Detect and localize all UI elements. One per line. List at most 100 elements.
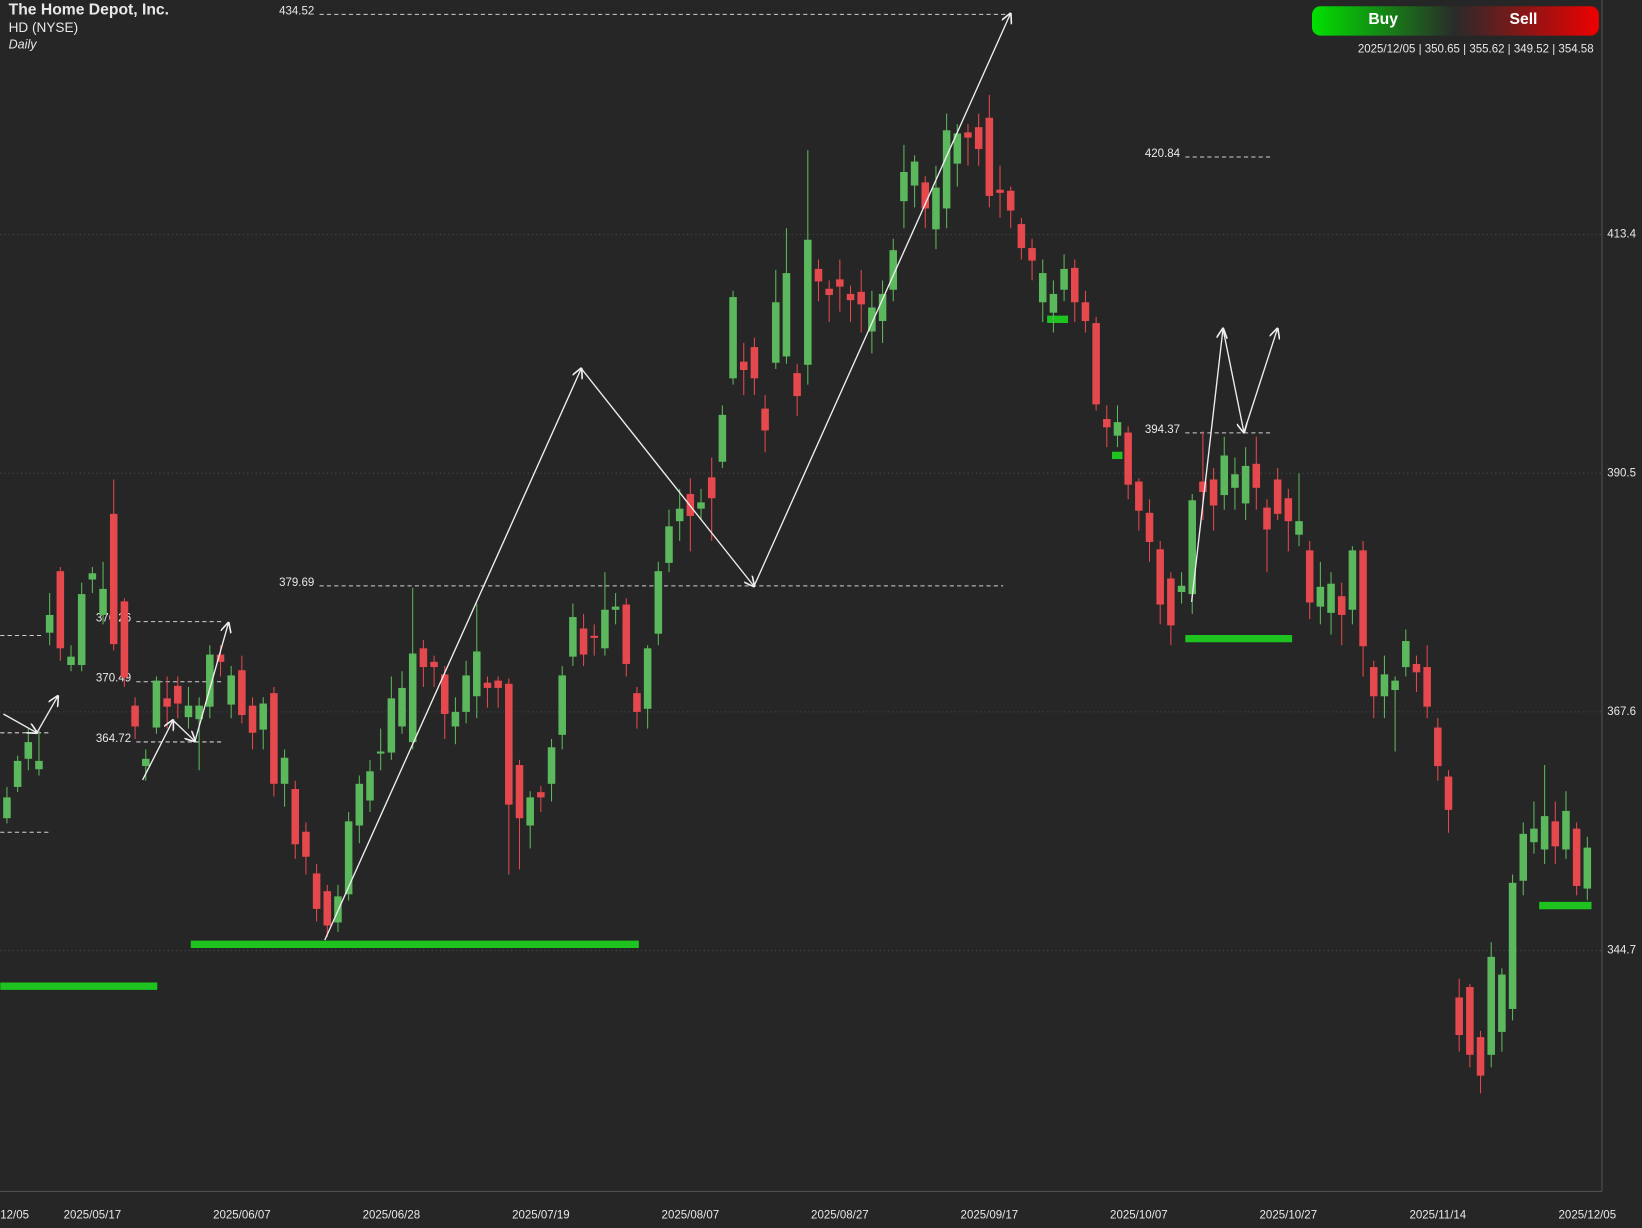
candle-body xyxy=(248,705,257,733)
candle-body xyxy=(878,293,887,322)
candle-body xyxy=(184,705,193,718)
candle-body xyxy=(109,513,118,645)
candle-body xyxy=(1498,974,1506,1032)
candle-body xyxy=(1028,248,1036,261)
candle-body xyxy=(408,653,417,743)
candle-body xyxy=(131,705,139,727)
candle-body xyxy=(152,680,161,728)
candle-body xyxy=(141,758,150,767)
x-tick-label: 2025/06/07 xyxy=(213,1209,271,1221)
candle-body xyxy=(216,654,225,662)
candle-body xyxy=(590,635,599,638)
candle-body xyxy=(1284,498,1293,522)
arrow xyxy=(1222,328,1244,433)
candle-body xyxy=(1038,273,1047,303)
candle-body xyxy=(985,117,994,196)
x-tick-label: 2025/06/28 xyxy=(363,1209,421,1221)
candle-body xyxy=(526,797,534,826)
candle-body xyxy=(964,132,972,138)
candle-body xyxy=(483,682,492,688)
candle-body xyxy=(953,133,962,164)
candle-body xyxy=(1412,663,1421,673)
candle-body xyxy=(1113,422,1122,436)
candle-body xyxy=(1402,641,1410,668)
x-tick-label: 2025/08/27 xyxy=(811,1209,869,1221)
arrow xyxy=(1190,329,1223,603)
candle-body xyxy=(1241,465,1250,504)
candle-body xyxy=(1156,549,1164,605)
candle-body xyxy=(868,307,876,332)
candle-body xyxy=(120,601,129,678)
arrow xyxy=(142,720,173,781)
candle-body xyxy=(398,687,406,727)
candle-body xyxy=(942,130,951,209)
sell-button[interactable]: Sell xyxy=(1510,11,1538,28)
candle-body xyxy=(825,288,833,295)
candle-body xyxy=(665,526,673,563)
candle-body xyxy=(1209,479,1218,506)
candle-body xyxy=(750,347,759,379)
candle-body xyxy=(515,765,524,819)
candle-body xyxy=(56,571,65,649)
candle-body xyxy=(857,291,865,305)
candle-body xyxy=(195,705,203,720)
candle-body xyxy=(547,747,556,784)
ohlc-label: 2025/12/05 | 350.65 | 355.62 | 349.52 | … xyxy=(1358,43,1594,55)
candle-body xyxy=(1252,463,1261,488)
candle-body xyxy=(1220,455,1229,496)
candle-body xyxy=(1466,987,1474,1055)
candle-body xyxy=(45,614,54,633)
arrow xyxy=(36,696,58,734)
candle-body xyxy=(1530,828,1538,843)
candle-body xyxy=(611,606,620,610)
candle-body xyxy=(77,594,86,665)
candle-body xyxy=(836,279,844,287)
candle-body xyxy=(558,675,566,735)
grid xyxy=(0,233,1602,952)
candle-body xyxy=(462,675,470,712)
arrow xyxy=(580,368,754,587)
candle-body xyxy=(910,161,919,186)
candle-body xyxy=(24,742,33,759)
candle-body xyxy=(1017,224,1026,249)
level-label: 420.84 xyxy=(1145,148,1181,160)
candle-body xyxy=(1305,550,1314,603)
candle-body xyxy=(643,648,652,709)
buy-button[interactable]: Buy xyxy=(1368,11,1398,28)
candle-body xyxy=(174,685,182,704)
y-tick-label: 367.6 xyxy=(1607,706,1636,718)
candle-body xyxy=(1508,882,1517,1009)
candle-body xyxy=(1135,481,1143,511)
candle-body xyxy=(1167,578,1175,626)
candle-body xyxy=(451,711,460,727)
candle-body xyxy=(1487,956,1495,1055)
candle-body xyxy=(494,680,502,688)
interval-label: Daily xyxy=(9,37,38,51)
candle-body xyxy=(1188,500,1196,595)
candle-body xyxy=(900,171,908,202)
candle-body xyxy=(921,182,930,209)
candle-body xyxy=(697,502,705,509)
candle-body xyxy=(323,891,332,926)
x-tick-label: 2025/05/17 xyxy=(64,1209,122,1221)
arrow xyxy=(753,14,1010,587)
candle-body xyxy=(814,268,823,282)
candle-body xyxy=(1103,419,1111,428)
candle-body xyxy=(1177,585,1186,593)
candle-body xyxy=(1295,521,1303,535)
candle-body xyxy=(366,771,374,801)
candle-body xyxy=(206,654,214,707)
arrow xyxy=(1243,329,1278,433)
candle-body xyxy=(270,693,278,784)
y-tick-label: 390.5 xyxy=(1607,467,1636,479)
arrow xyxy=(3,713,37,733)
candle-body xyxy=(1316,586,1325,607)
level-label: 364.72 xyxy=(96,733,131,745)
candle-body xyxy=(1540,816,1549,850)
candle-body xyxy=(291,789,300,845)
candle-body xyxy=(772,302,780,363)
candle-body xyxy=(355,783,364,826)
